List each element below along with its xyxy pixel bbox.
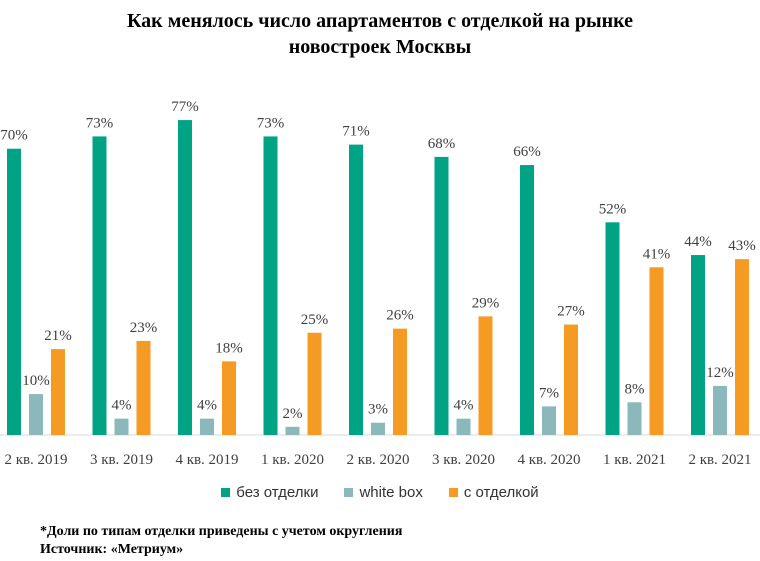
data-label-3-5: 26%	[386, 308, 414, 324]
bar-2-3	[200, 418, 214, 435]
data-label-3-6: 29%	[472, 295, 500, 311]
bar-2-1	[29, 394, 43, 435]
bar-3-2	[136, 340, 151, 435]
bar-1-6	[434, 156, 449, 435]
bar-2-4	[285, 426, 300, 435]
bar-2-8	[627, 402, 642, 435]
data-label-1-9: 44%	[684, 234, 712, 250]
x-tick-label-7: 4 кв. 2020	[517, 452, 580, 468]
data-label-3-2: 23%	[130, 320, 158, 336]
data-label-3-4: 25%	[301, 312, 329, 328]
bar-3-8	[649, 267, 664, 435]
data-label-3-9: 43%	[728, 238, 756, 254]
bar-2-6	[456, 418, 471, 435]
bar-1-7	[520, 165, 534, 435]
legend-item-2: white box	[344, 484, 423, 501]
data-label-2-9: 12%	[706, 365, 734, 381]
bar-1-3	[178, 120, 192, 435]
data-label-1-3: 77%	[171, 99, 199, 115]
data-label-2-2: 4%	[112, 398, 132, 414]
x-tick-label-4: 1 кв. 2020	[261, 452, 324, 468]
x-tick-label-3: 4 кв. 2019	[175, 452, 238, 468]
data-label-3-1: 21%	[44, 328, 72, 344]
bar-3-9	[735, 259, 749, 435]
x-tick-label-1: 2 кв. 2019	[4, 452, 67, 468]
bar-1-4	[263, 136, 278, 435]
data-label-1-2: 73%	[86, 115, 114, 131]
bar-1-8	[605, 222, 620, 435]
bar-2-2	[114, 418, 129, 435]
footer: *Доли по типам отделки приведены с учето…	[40, 523, 402, 559]
data-label-2-3: 4%	[197, 398, 217, 414]
legend-swatch-1	[221, 488, 231, 497]
bar-1-9	[691, 255, 705, 435]
source-note: Источник: «Метриум»	[40, 542, 184, 557]
bar-1-2	[92, 136, 107, 435]
bar-3-5	[393, 328, 407, 435]
legend-swatch-2	[344, 488, 354, 497]
chart-title: Как менялось число апартаментов с отделк…	[0, 8, 760, 60]
data-label-2-4: 2%	[283, 406, 303, 422]
bar-1-1	[7, 148, 21, 435]
x-tick-label-9: 2 кв. 2021	[688, 452, 751, 468]
bar-3-4	[307, 332, 322, 435]
legend-item-1: без отделки	[221, 484, 318, 501]
data-label-1-5: 71%	[342, 124, 370, 140]
data-label-2-8: 8%	[625, 381, 645, 397]
data-label-1-4: 73%	[257, 115, 285, 131]
bar-3-3	[222, 361, 236, 435]
data-label-2-5: 3%	[368, 402, 388, 418]
data-label-1-8: 52%	[599, 201, 627, 217]
bar-1-5	[349, 144, 363, 436]
bar-2-9	[713, 385, 727, 435]
data-label-3-7: 27%	[557, 304, 585, 320]
bar-chart: 70% 10% 21% 2 кв. 2019 73% 4% 23% 3 кв. 2019 77%…	[0, 99, 760, 468]
legend-label-1: без отделки	[236, 484, 319, 501]
legend-item-3: с отделкой	[448, 484, 539, 501]
data-label-1-1: 70%	[0, 128, 28, 144]
data-label-2-7: 7%	[539, 385, 559, 401]
data-label-2-1: 10%	[22, 373, 50, 389]
x-tick-label-5: 2 кв. 2020	[346, 452, 409, 468]
chart-title-line-1: Как менялось число апартаментов с отделк…	[126, 10, 634, 32]
data-label-2-6: 4%	[454, 398, 474, 414]
bar-2-5	[371, 422, 385, 435]
legend: без отделки white box с отделкой	[0, 484, 760, 501]
data-label-1-6: 68%	[428, 136, 456, 152]
legend-label-3: с отделкой	[463, 484, 539, 501]
data-label-1-7: 66%	[513, 144, 541, 160]
x-tick-label-2: 3 кв. 2019	[90, 452, 153, 468]
data-label-3-3: 18%	[215, 340, 243, 356]
x-tick-label-8: 1 кв. 2021	[603, 452, 666, 468]
bar-3-7	[564, 324, 578, 435]
chart-title-line-2: новостроек Москвы	[288, 36, 472, 58]
legend-label-2: white box	[359, 484, 423, 501]
x-tick-label-6: 3 кв. 2020	[432, 452, 495, 468]
data-label-3-8: 41%	[643, 246, 671, 262]
bar-2-7	[542, 406, 556, 435]
bar-3-6	[478, 316, 493, 435]
bar-3-1	[51, 349, 65, 435]
legend-swatch-3	[448, 488, 458, 497]
footnote: *Доли по типам отделки приведены с учето…	[40, 524, 403, 539]
